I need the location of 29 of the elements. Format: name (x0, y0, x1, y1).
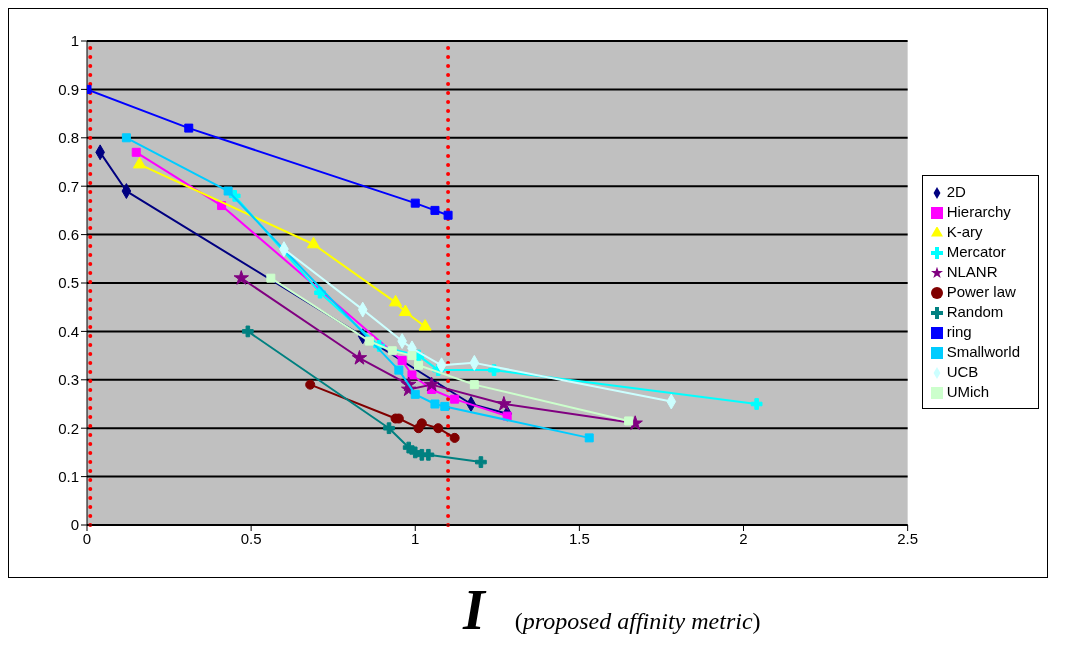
legend-label: Smallworld (946, 343, 1020, 360)
y-tick-label: 0.6 (58, 225, 79, 243)
x-axis-title: I (proposed affinity metric) (463, 579, 761, 641)
y-tick-label: 0.4 (58, 322, 79, 340)
y-tick-label: 0.3 (58, 371, 79, 389)
x-tick-label: 2.5 (897, 529, 919, 547)
y-tick-label: 0.1 (58, 467, 79, 485)
x-tick-label: 2 (739, 529, 748, 547)
y-tick-label: 1 (70, 32, 79, 50)
y-tick-label: 0.9 (58, 80, 79, 98)
legend-label: NLANR (946, 263, 998, 280)
legend-label: Hierarchy (946, 203, 1011, 220)
legend-label: UCB (946, 363, 979, 380)
legend-label: 2D (946, 183, 966, 200)
legend-label: Random (946, 303, 1004, 320)
y-tick-label: 0.2 (58, 419, 79, 437)
x-tick-label: 1.5 (568, 529, 590, 547)
legend-label: ring (946, 323, 972, 340)
legend-label: Power law (946, 283, 1016, 300)
legend-label: UMich (946, 383, 990, 400)
x-tick-label: 1 (411, 529, 420, 547)
legend-label: K-ary (946, 223, 983, 240)
y-tick-label: 0.5 (58, 274, 79, 292)
y-tick-label: 0.7 (58, 177, 79, 195)
y-tick-label: 0.8 (58, 129, 79, 147)
x-tick-label: 0 (82, 529, 92, 547)
y-tick-label: 0 (70, 516, 79, 534)
x-tick-label: 0.5 (240, 529, 262, 547)
legend-label: Mercator (946, 243, 1006, 260)
